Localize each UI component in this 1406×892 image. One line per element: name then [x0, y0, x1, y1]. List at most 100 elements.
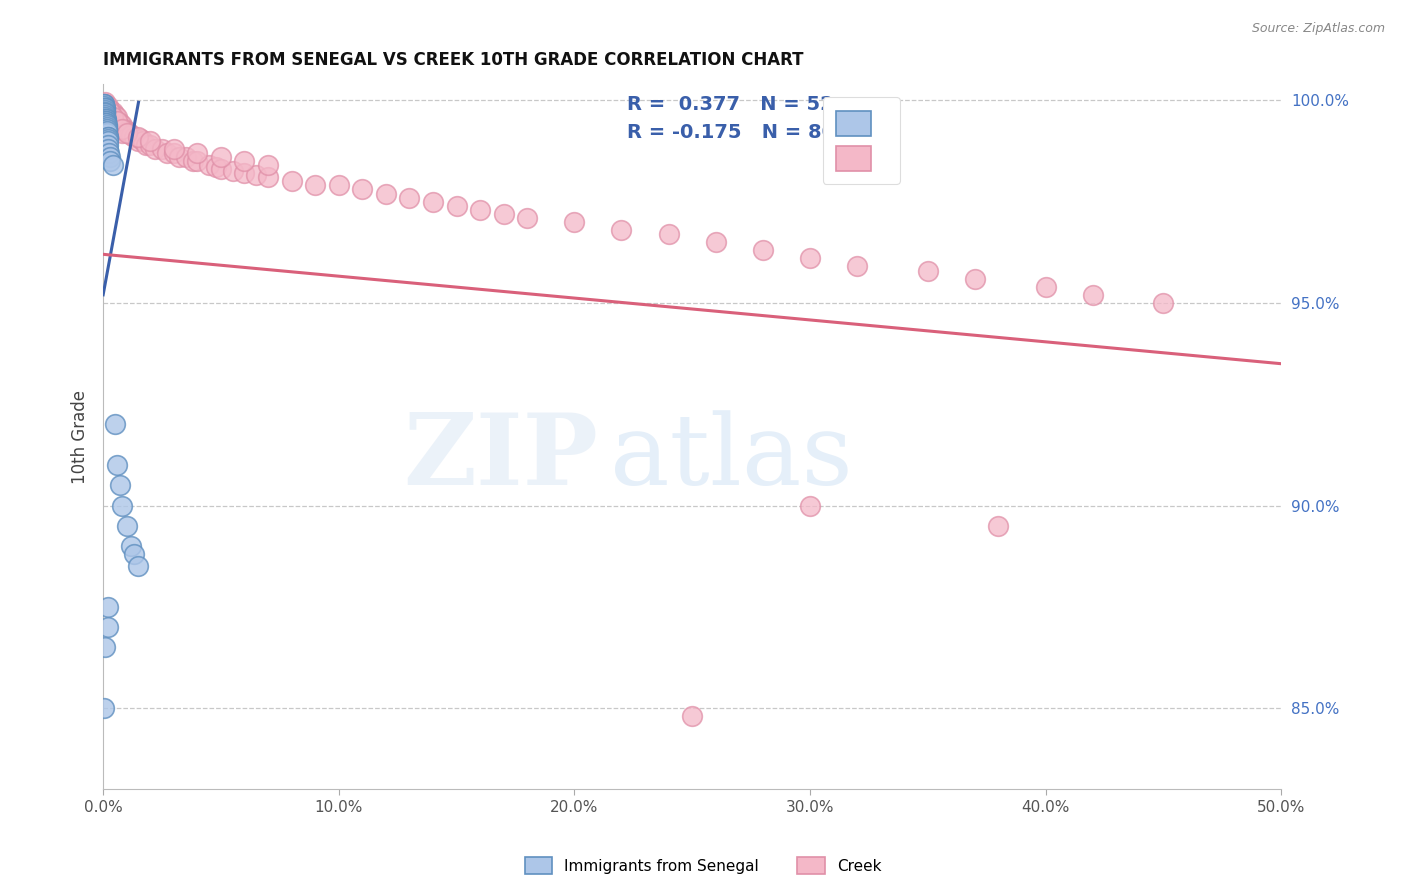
- Point: [374, 186, 396, 201]
- Point: [96, 121, 118, 136]
- Point: [94, 113, 117, 128]
- Point: [97, 99, 120, 113]
- Point: [1035, 279, 1057, 293]
- Point: [209, 162, 232, 177]
- Point: [398, 190, 420, 204]
- Point: [94, 110, 117, 124]
- Point: [96, 124, 118, 138]
- Point: [163, 146, 186, 161]
- Point: [96, 126, 118, 140]
- Point: [97, 134, 120, 148]
- Point: [94, 112, 117, 126]
- Point: [98, 146, 121, 161]
- Point: [96, 126, 118, 140]
- Point: [127, 129, 149, 144]
- Point: [132, 134, 155, 148]
- Point: [1152, 296, 1174, 310]
- Point: [115, 518, 138, 533]
- Point: [96, 113, 118, 128]
- Point: [127, 559, 149, 574]
- Point: [118, 126, 141, 140]
- Point: [96, 121, 118, 136]
- Legend: , : ,: [823, 97, 900, 185]
- Point: [94, 110, 117, 124]
- Point: [468, 202, 491, 217]
- Point: [752, 244, 775, 258]
- Point: [93, 99, 115, 113]
- Point: [105, 113, 128, 128]
- Point: [681, 709, 703, 723]
- Point: [94, 95, 117, 110]
- Point: [205, 160, 228, 174]
- Text: atlas: atlas: [610, 410, 852, 506]
- Point: [186, 154, 208, 169]
- Text: R = -0.175   N = 80: R = -0.175 N = 80: [627, 123, 835, 142]
- Point: [139, 134, 162, 148]
- Point: [94, 106, 117, 120]
- Point: [97, 129, 120, 144]
- Point: [658, 227, 681, 241]
- Point: [93, 102, 115, 116]
- Point: [111, 499, 134, 513]
- Point: [105, 458, 128, 472]
- Point: [98, 154, 121, 169]
- Point: [150, 142, 173, 156]
- Point: [108, 115, 131, 129]
- Point: [120, 539, 142, 553]
- Point: [94, 110, 117, 124]
- Text: IMMIGRANTS FROM SENEGAL VS CREEK 10TH GRADE CORRELATION CHART: IMMIGRANTS FROM SENEGAL VS CREEK 10TH GR…: [103, 51, 804, 69]
- Point: [963, 271, 986, 285]
- Point: [328, 178, 350, 193]
- Y-axis label: 10th Grade: 10th Grade: [72, 390, 89, 483]
- Point: [233, 166, 256, 180]
- Point: [101, 110, 124, 124]
- Point: [94, 107, 117, 121]
- Point: [115, 124, 138, 138]
- Point: [104, 417, 127, 432]
- Point: [96, 121, 118, 136]
- Point: [96, 115, 118, 129]
- Point: [94, 103, 117, 118]
- Point: [98, 150, 121, 164]
- Point: [120, 128, 142, 142]
- Point: [97, 142, 120, 156]
- Point: [94, 113, 117, 128]
- Point: [987, 518, 1010, 533]
- Point: [156, 146, 179, 161]
- Point: [174, 150, 197, 164]
- Point: [104, 107, 127, 121]
- Point: [93, 97, 115, 112]
- Point: [97, 137, 120, 152]
- Point: [104, 118, 127, 132]
- Point: [98, 110, 121, 124]
- Point: [122, 129, 145, 144]
- Point: [222, 164, 245, 178]
- Point: [129, 132, 152, 146]
- Point: [280, 174, 302, 188]
- Point: [245, 169, 267, 183]
- Point: [610, 223, 633, 237]
- Point: [139, 137, 162, 152]
- Point: [122, 547, 145, 561]
- Point: [422, 194, 444, 209]
- Point: [1081, 288, 1104, 302]
- Point: [94, 112, 117, 126]
- Point: [105, 110, 128, 124]
- Point: [94, 105, 117, 120]
- Point: [209, 150, 232, 164]
- Point: [516, 211, 538, 225]
- Point: [163, 142, 186, 156]
- Point: [94, 97, 117, 112]
- Point: [97, 105, 120, 120]
- Text: Source: ZipAtlas.com: Source: ZipAtlas.com: [1251, 22, 1385, 36]
- Point: [96, 115, 118, 129]
- Point: [181, 154, 204, 169]
- Point: [105, 121, 128, 136]
- Point: [135, 137, 157, 152]
- Point: [846, 260, 869, 274]
- Point: [96, 118, 118, 132]
- Point: [98, 105, 121, 120]
- Point: [167, 150, 190, 164]
- Point: [101, 105, 124, 120]
- Point: [143, 142, 166, 156]
